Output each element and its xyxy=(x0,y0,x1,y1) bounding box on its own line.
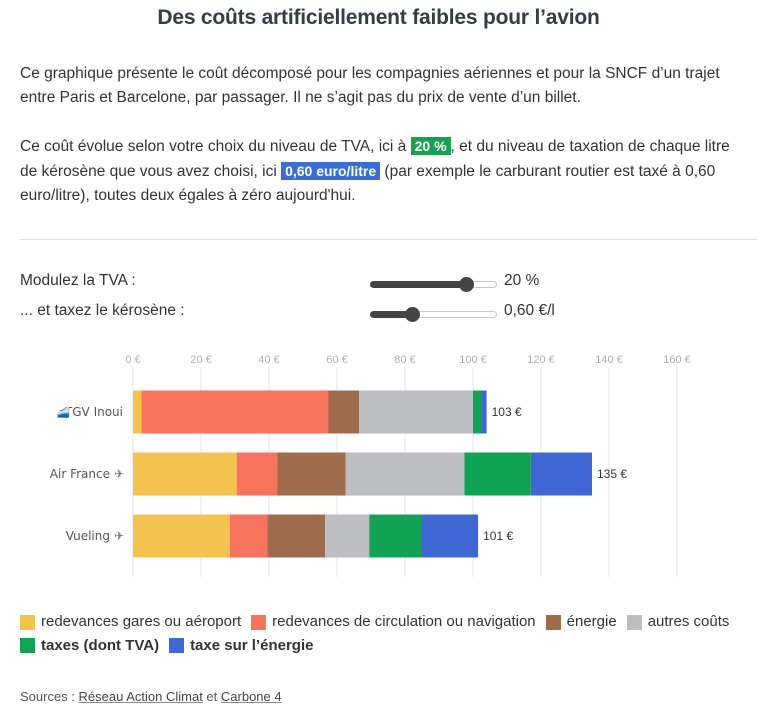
bar-segment xyxy=(369,514,422,558)
tva-label: Modulez la TVA : xyxy=(20,272,136,289)
tva-highlight: 20 % xyxy=(410,137,451,155)
bar-segment xyxy=(530,452,592,496)
legend-label: autres coûts xyxy=(647,613,730,630)
bar-total-label: 135 € xyxy=(597,467,627,481)
bar-segment xyxy=(464,452,531,496)
kerosene-slider-thumb[interactable] xyxy=(404,307,420,322)
explanation-part1: Ce coût évolue selon votre choix du nive… xyxy=(20,138,411,155)
kerosene-value: 0,60 €/l xyxy=(504,302,555,319)
kerosene-slider-fill xyxy=(370,311,412,318)
kerosene-slider[interactable] xyxy=(370,306,497,324)
bar-total-label: 103 € xyxy=(492,405,522,419)
airplane-icon: ✈ xyxy=(114,529,124,543)
bar-segment xyxy=(345,452,465,496)
cost-chart: 0 € 20 € 40 € 60 € 80 € 100 € 120 € 140 € 160 € 1… xyxy=(50,354,691,577)
bar-segment xyxy=(328,390,360,434)
tva-slider-thumb[interactable] xyxy=(458,277,474,292)
legend-swatch xyxy=(626,614,642,630)
category-label: Air France xyxy=(50,467,110,481)
legend-item: taxe sur l’énergie xyxy=(169,636,313,656)
legend-item: autres coûts xyxy=(626,612,730,632)
bar-segment xyxy=(133,390,142,434)
x-tick-label: 20 € xyxy=(190,354,211,366)
sources-conjunction: et xyxy=(202,689,221,704)
legend-item: redevances de circulation ou navigation xyxy=(251,612,536,632)
source-link-carbone4[interactable]: Carbone 4 xyxy=(220,689,282,704)
x-tick-label: 120 € xyxy=(527,354,555,366)
explanation-paragraph: Ce coût évolue selon votre choix du nive… xyxy=(20,134,740,208)
divider xyxy=(20,239,757,240)
x-tick-label: 80 € xyxy=(394,354,415,366)
x-tick-label: 140 € xyxy=(595,354,623,366)
x-tick-label: 160 € xyxy=(663,354,691,366)
legend-label: taxes (dont TVA) xyxy=(41,636,160,654)
legend-item: taxes (dont TVA) xyxy=(20,636,159,656)
legend-label: taxe sur l’énergie xyxy=(190,636,314,654)
sources-prefix: Sources : xyxy=(20,689,79,704)
bar-segment xyxy=(277,452,346,496)
bar-segment xyxy=(325,514,370,558)
legend-item: redevances gares ou aéroport xyxy=(20,612,241,632)
legend-label: redevances gares ou aéroport xyxy=(41,613,242,630)
kerosene-label: ... et taxez le kérosène : xyxy=(20,302,185,319)
kerosene-highlight: 0,60 euro/litre xyxy=(281,162,381,180)
bar-total-label: 101 € xyxy=(483,529,513,543)
train-icon: 🚄 xyxy=(56,406,70,419)
source-link-rac[interactable]: Réseau Action Climat xyxy=(78,689,203,704)
bar-segment xyxy=(141,390,329,434)
legend-swatch xyxy=(20,614,35,630)
bar-segment xyxy=(133,514,230,558)
tva-slider[interactable] xyxy=(370,276,497,294)
tva-slider-fill xyxy=(370,281,466,288)
x-tick-label: 40 € xyxy=(258,354,279,366)
bar-segment xyxy=(236,452,278,496)
legend-swatch xyxy=(251,614,267,630)
airplane-icon: ✈ xyxy=(114,467,124,481)
bar-segment xyxy=(229,514,268,558)
bar-segment xyxy=(359,390,473,434)
x-tick-label: 100 € xyxy=(459,354,487,366)
page-title: Des coûts artificiellement faibles pour … xyxy=(157,6,600,29)
explanation-part2: , et du niveau de taxation de chaque lit… xyxy=(20,138,730,180)
bar-segment xyxy=(422,514,479,558)
explanation-part3: (par exemple le carburant routier est ta… xyxy=(20,163,716,204)
legend-label: redevances de circulation ou navigation xyxy=(272,613,536,630)
bar-segment xyxy=(267,514,326,558)
legend: redevances gares ou aéroport redevances d… xyxy=(20,612,757,659)
legend-swatch xyxy=(169,638,185,653)
legend-item: énergie xyxy=(545,612,617,632)
legend-swatch xyxy=(545,614,561,630)
bar-segment xyxy=(481,390,487,434)
x-tick-label: 60 € xyxy=(326,354,347,366)
sources-line: Sources : Réseau Action Climat et Carbon… xyxy=(20,689,282,704)
bar-segment xyxy=(133,452,237,496)
legend-label: énergie xyxy=(566,613,617,630)
category-label: TGV Inoui xyxy=(64,405,123,419)
x-tick-label: 0 € xyxy=(125,354,140,366)
kerosene-slider-track xyxy=(412,311,497,318)
tva-value: 20 % xyxy=(504,272,540,289)
intro-paragraph: Ce graphique présente le coût décomposé … xyxy=(20,65,720,106)
category-label: Vueling xyxy=(66,529,110,543)
bar-segment xyxy=(473,390,482,434)
legend-swatch xyxy=(20,638,35,653)
